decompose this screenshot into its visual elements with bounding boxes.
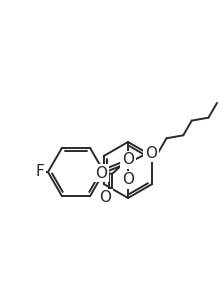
Text: O: O [95,166,107,180]
Text: F: F [36,164,44,180]
Text: O: O [122,173,134,188]
Text: O: O [122,153,134,168]
Text: O: O [99,191,111,206]
Text: O: O [145,146,157,160]
